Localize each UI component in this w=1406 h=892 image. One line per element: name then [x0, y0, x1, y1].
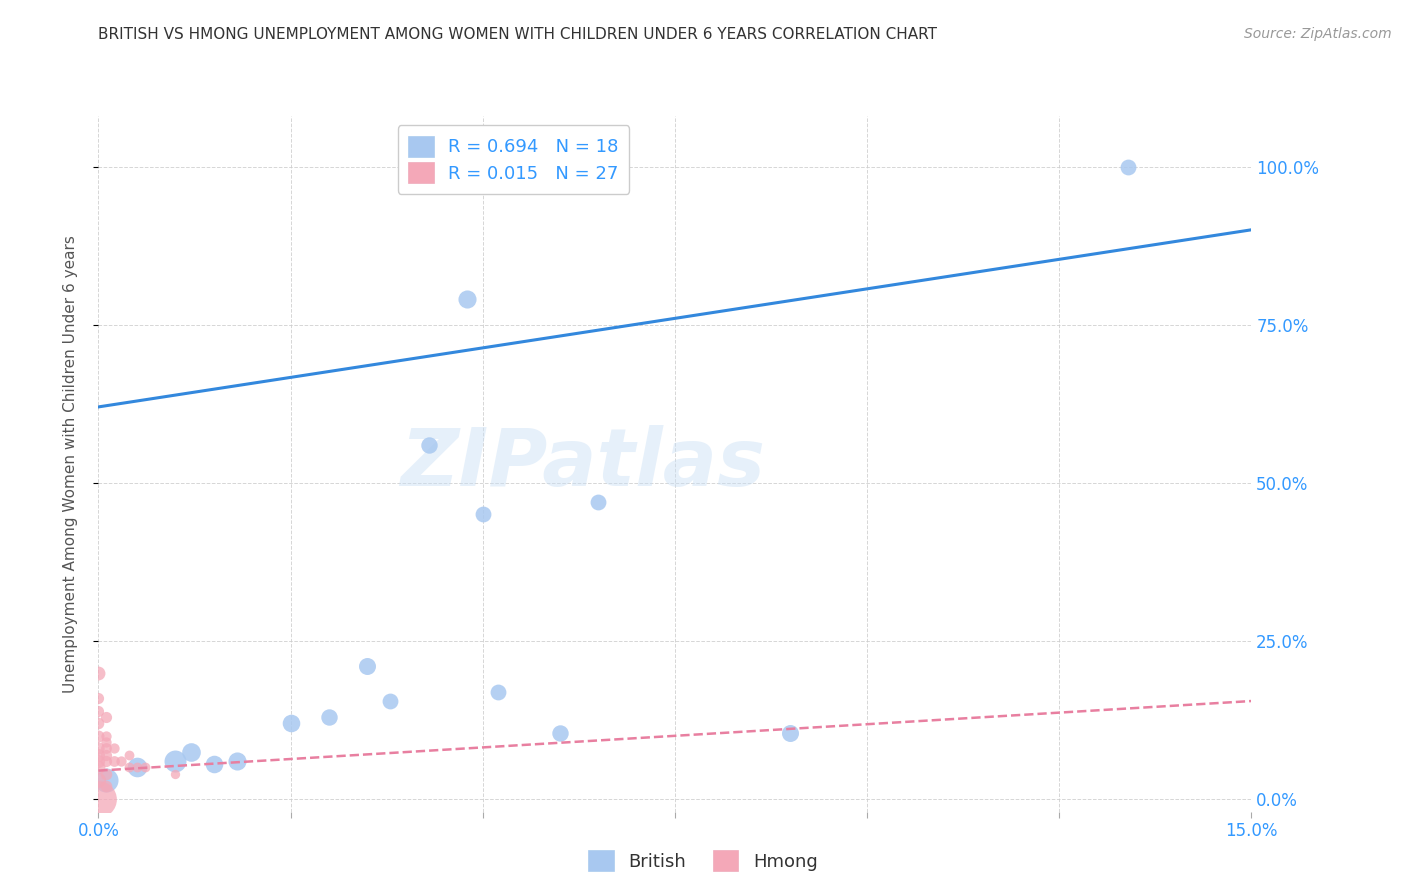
Point	[125, 760, 148, 774]
Point	[103, 754, 125, 768]
Point	[280, 716, 302, 731]
Point	[87, 729, 110, 743]
Point	[94, 766, 117, 780]
Text: BRITISH VS HMONG UNEMPLOYMENT AMONG WOMEN WITH CHILDREN UNDER 6 YEARS CORRELATIO: BRITISH VS HMONG UNEMPLOYMENT AMONG WOME…	[98, 27, 938, 42]
Point	[418, 438, 440, 452]
Point	[87, 741, 110, 756]
Point	[318, 710, 340, 724]
Text: Source: ZipAtlas.com: Source: ZipAtlas.com	[1244, 27, 1392, 41]
Point	[165, 754, 187, 768]
Point	[94, 735, 117, 749]
Point	[180, 745, 202, 759]
Point	[471, 508, 494, 522]
Point	[356, 659, 378, 673]
Point	[165, 766, 187, 780]
Point	[87, 792, 110, 806]
Text: ZIPatlas: ZIPatlas	[401, 425, 765, 503]
Point	[118, 760, 141, 774]
Point	[94, 741, 117, 756]
Point	[87, 760, 110, 774]
Point	[1118, 160, 1140, 174]
Point	[103, 741, 125, 756]
Point	[94, 754, 117, 768]
Point	[118, 747, 141, 762]
Point	[87, 747, 110, 762]
Point	[380, 694, 402, 708]
Point	[94, 773, 117, 788]
Point	[548, 725, 571, 739]
Point	[87, 704, 110, 718]
Point	[586, 495, 609, 509]
Point	[87, 773, 110, 788]
Point	[110, 754, 132, 768]
Point	[94, 780, 117, 794]
Point	[486, 684, 509, 698]
Point	[225, 754, 247, 768]
Point	[134, 760, 156, 774]
Point	[94, 729, 117, 743]
Point	[87, 716, 110, 731]
Point	[94, 710, 117, 724]
Point	[87, 754, 110, 768]
Point	[94, 747, 117, 762]
Point	[779, 725, 801, 739]
Y-axis label: Unemployment Among Women with Children Under 6 years: Unemployment Among Women with Children U…	[63, 235, 77, 693]
Point	[456, 293, 478, 307]
Legend: R = 0.694   N = 18, R = 0.015   N = 27: R = 0.694 N = 18, R = 0.015 N = 27	[398, 125, 630, 194]
Legend: British, Hmong: British, Hmong	[581, 843, 825, 879]
Point	[87, 665, 110, 680]
Point	[202, 757, 225, 772]
Point	[125, 760, 148, 774]
Point	[87, 690, 110, 705]
